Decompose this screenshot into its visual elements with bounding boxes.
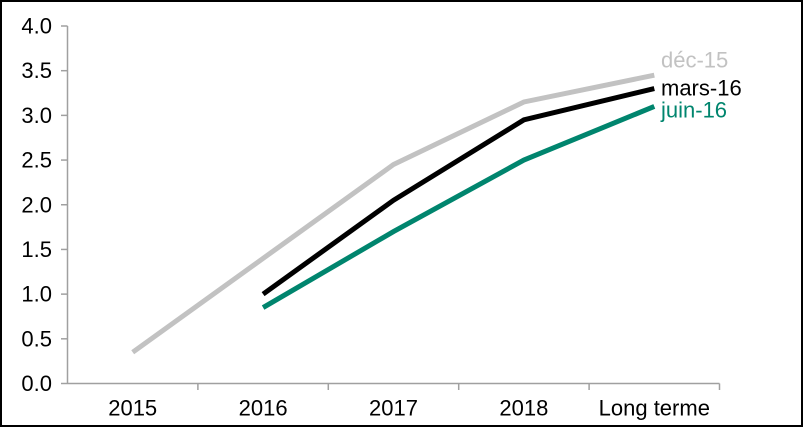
x-tick-label: 2017 (369, 396, 418, 421)
y-tick-label: 3.0 (21, 103, 52, 128)
x-tick-label: Long terme (599, 396, 710, 421)
y-tick-label: 1.0 (21, 282, 52, 307)
x-tick-label: 2015 (108, 396, 157, 421)
legend-label-juin-16: juin-16 (660, 98, 727, 123)
series-line-mars-16 (261, 86, 655, 297)
y-tick-label: 2.0 (21, 192, 52, 217)
y-tick-label: 2.5 (21, 148, 52, 173)
y-tick-label: 4.0 (21, 14, 52, 39)
legend-label-mars-16: mars-16 (661, 76, 742, 101)
y-tick-label: 3.5 (21, 58, 52, 83)
x-tick-label: 2016 (239, 396, 288, 421)
y-tick-label: 0.0 (21, 371, 52, 396)
y-tick-label: 0.5 (21, 326, 52, 351)
y-tick-label: 1.5 (21, 237, 52, 262)
x-tick-label: 2018 (499, 396, 548, 421)
legend-label-d-c-15: déc-15 (661, 48, 728, 73)
series-line-d-c-15 (131, 72, 655, 355)
series-line-juin-16 (261, 104, 656, 310)
